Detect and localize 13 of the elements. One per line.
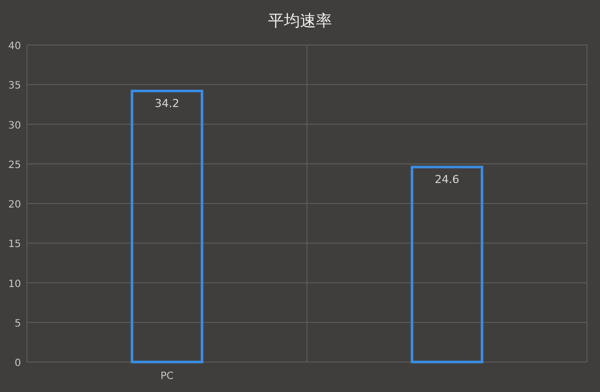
y-tick-label: 5 (14, 318, 21, 330)
data-label: 24.6 (434, 173, 460, 186)
y-tick-label: 15 (8, 239, 21, 250)
chart-title: 平均速率 (268, 11, 332, 30)
y-tick-label: 10 (8, 278, 21, 290)
y-tick-label: 25 (8, 160, 21, 171)
x-tick-label: PC (160, 371, 174, 382)
data-label: 34.2 (154, 96, 180, 110)
y-tick-label: 30 (8, 120, 21, 132)
y-tick-label: 40 (8, 41, 21, 52)
y-tick-label: 20 (8, 200, 21, 210)
y-tick-label: 0 (14, 358, 21, 369)
y-tick-label: 35 (8, 80, 21, 92)
